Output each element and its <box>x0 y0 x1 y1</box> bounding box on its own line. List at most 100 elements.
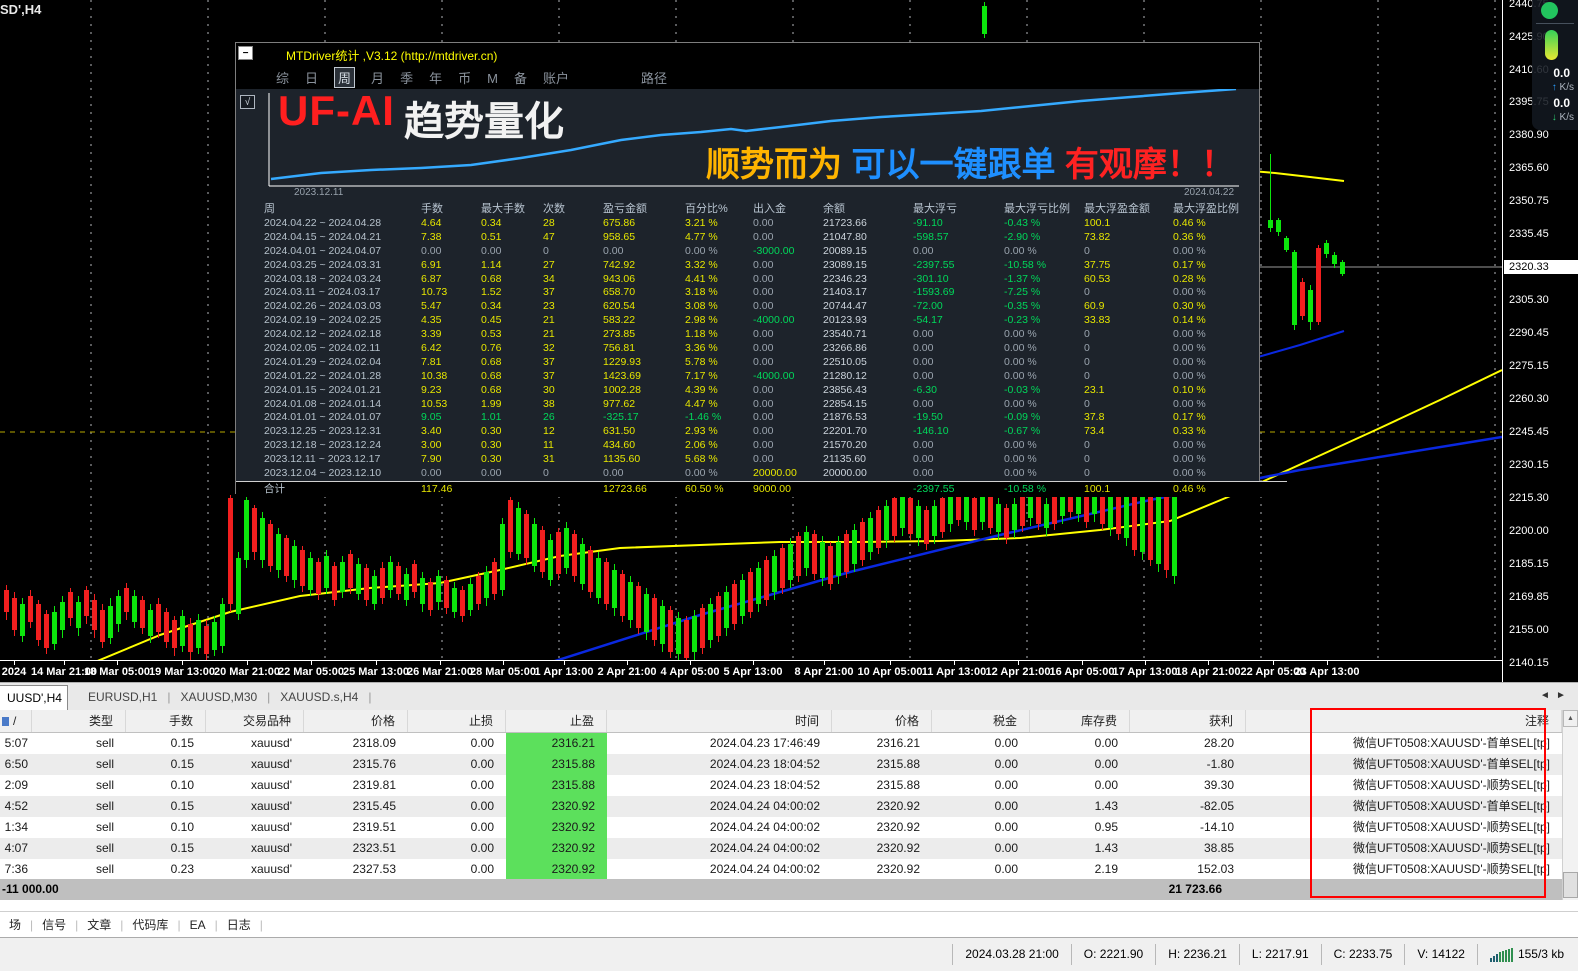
trade-col-header[interactable]: 价格 <box>304 710 408 732</box>
time-tick <box>311 661 312 665</box>
stats-total-row: 合计 117.46 12723.66 60.50 % 9000.00 -2397.55 -1… <box>236 481 1287 497</box>
scrollbar-up-button[interactable]: ▲ <box>1563 710 1578 727</box>
stats-menu-item-综[interactable]: 综 <box>276 71 290 86</box>
stats-menu-item-日[interactable]: 日 <box>305 71 319 86</box>
chart-tab-EURUSD,H1[interactable]: EURUSD,H1 <box>88 690 158 704</box>
tab-scroll-left-button[interactable]: ◄ <box>1540 690 1550 701</box>
stats-cell: 4.64 <box>421 217 442 229</box>
trade-col-header[interactable]: 库存费 <box>1030 710 1130 732</box>
stats-cell: -4000.00 <box>753 369 795 382</box>
price-tick-label: 2365.60 <box>1509 162 1549 174</box>
stats-menu-item-账户[interactable]: 账户 <box>542 71 569 86</box>
minimize-button[interactable]: − <box>238 46 253 60</box>
trade-cell: 微信UFT0508:XAUUSD'-顺势SEL[tp] <box>1352 778 1550 792</box>
terminal-tab-代码库[interactable]: 代码库 <box>132 918 169 932</box>
stats-cell: 盈亏金额 <box>603 203 647 215</box>
trade-col-header[interactable]: 价格 <box>832 710 932 732</box>
trade-col-header[interactable]: 注释 <box>1246 710 1562 732</box>
stats-menu-item-年[interactable]: 年 <box>429 71 443 86</box>
trade-row[interactable]: 6:50 sell 0.15 xauusd' 2315.76 0.00 2315.88 202… <box>0 754 1578 775</box>
terminal-tab-信号[interactable]: 信号 <box>42 918 67 932</box>
stats-total-cell <box>823 482 913 497</box>
terminal-tab-EA[interactable]: EA <box>189 918 206 932</box>
trade-positions-table: / 类型 手数 交易品种 价格 止损 止盈 时间 价格 税金 库存费 获利 注释 5:07 sell 0.15… <box>0 710 1578 900</box>
trade-cell: 0.15 <box>170 736 194 750</box>
trade-table-scrollbar[interactable]: ▲ <box>1562 710 1578 900</box>
trade-col-header[interactable]: 时间 <box>607 710 832 732</box>
trade-col-header[interactable]: 税金 <box>932 710 1030 732</box>
stats-total-cell: 9000.00 <box>753 483 791 495</box>
stats-cell: -19.50 <box>913 411 943 424</box>
stats-cell: 4.39 % <box>685 383 718 396</box>
trade-row[interactable]: 4:52 sell 0.15 xauusd' 2315.45 0.00 2320.92 202… <box>0 796 1578 817</box>
trade-cell: 2320.92 <box>876 862 920 876</box>
stats-menu-item-备[interactable]: 备 <box>513 71 527 86</box>
stats-menu-item-周[interactable]: 周 <box>334 67 356 88</box>
stats-cell: 0.00 <box>913 397 934 410</box>
trade-row[interactable]: 5:07 sell 0.15 xauusd' 2318.09 0.00 2316.21 202… <box>0 733 1578 754</box>
stats-cell: 37 <box>543 369 555 382</box>
trade-cell: 2323.51 <box>352 841 396 855</box>
trade-col-header[interactable]: / <box>0 710 32 732</box>
trade-cell: sell <box>95 820 114 834</box>
stats-table-row: 2023.12.04 ~ 2023.12.10 0.00 0.00 0 0.00 0.00… <box>236 467 1259 481</box>
trade-row[interactable]: 1:34 sell 0.10 xauusd' 2319.51 0.00 2320.92 202… <box>0 817 1578 838</box>
trade-col-header[interactable]: 获利 <box>1130 710 1246 732</box>
time-tick <box>627 661 628 665</box>
time-tick-label: 28 Mar 05:00 <box>469 666 537 678</box>
stats-cell: 2024.01.01 ~ 2024.01.07 <box>264 411 382 424</box>
trade-row[interactable]: 7:36 sell 0.23 xauusd' 2327.53 0.00 2320.92 202… <box>0 859 1578 880</box>
chart-tab-XAUUSD.s,H4[interactable]: XAUUSD.s,H4 <box>280 690 359 704</box>
trade-col-header[interactable]: 交易品种 <box>206 710 304 732</box>
stats-cell: 977.62 <box>603 397 636 410</box>
stats-cell: 22201.70 <box>823 425 867 438</box>
stats-cell: 37 <box>543 286 555 299</box>
trade-cell: 2318.09 <box>352 736 396 750</box>
stats-total-cell: 117.46 <box>421 483 453 495</box>
stats-menu-item-M[interactable]: M <box>487 71 498 86</box>
arrow-down-icon: ↓ <box>1551 112 1557 123</box>
terminal-tab-文章[interactable]: 文章 <box>87 918 112 932</box>
stats-menu-item-月[interactable]: 月 <box>371 71 385 86</box>
stats-cell: 23266.86 <box>823 342 867 355</box>
stats-cell: 47 <box>543 230 555 243</box>
tab-separator: | <box>267 690 271 704</box>
stats-cell: 23089.15 <box>823 258 867 271</box>
stats-cell: 0.68 <box>481 272 502 285</box>
trade-col-header[interactable]: 类型 <box>32 710 126 732</box>
trade-row[interactable]: 4:07 sell 0.15 xauusd' 2323.51 0.00 2320.92 202… <box>0 838 1578 859</box>
stats-cell: 37 <box>543 355 555 368</box>
stats-table-row: 2024.01.29 ~ 2024.02.04 7.81 0.68 37 1229.93… <box>236 356 1259 370</box>
time-tick <box>182 661 183 665</box>
time-tick <box>247 661 248 665</box>
stats-cell: 0.00 % <box>685 467 718 480</box>
trade-cell: xauusd' <box>251 736 292 750</box>
stats-cell: 21 <box>543 328 555 341</box>
time-tick-label: 14 Mar 21:00 <box>30 666 98 678</box>
trade-cell: 0.00 <box>470 799 494 813</box>
stats-cell: 0.00 <box>753 217 774 229</box>
trade-col-header[interactable]: 手数 <box>126 710 206 732</box>
stats-window-titlebar[interactable]: MTDriver统计 ,V3.12 (http://mtdriver.cn) <box>236 43 1259 67</box>
status-low: L: 2217.91 <box>1238 944 1321 965</box>
stats-menu-item-路径[interactable]: 路径 <box>640 71 667 86</box>
chart-tab-active[interactable]: UUSD',H4 <box>0 685 68 711</box>
stats-cell: 5.47 <box>421 300 442 313</box>
scrollbar-thumb[interactable] <box>1563 872 1578 898</box>
trade-cell: 2319.81 <box>352 778 396 792</box>
chart-symbol-label: SD',H4 <box>0 2 42 17</box>
signal-bars-icon <box>1489 947 1513 962</box>
terminal-tab-日志[interactable]: 日志 <box>226 918 251 932</box>
terminal-tab-场[interactable]: 场 <box>9 918 22 932</box>
stats-cell: -7.25 % <box>1004 286 1041 299</box>
price-tick-label: 2380.90 <box>1509 129 1549 141</box>
stats-menu-item-季[interactable]: 季 <box>400 71 414 86</box>
stats-menu-item-币[interactable]: 币 <box>458 71 472 86</box>
chart-tab-XAUUSD,M30[interactable]: XAUUSD,M30 <box>180 690 258 704</box>
stats-cell: 20744.47 <box>823 300 867 313</box>
trade-col-header[interactable]: 止损 <box>408 710 506 732</box>
check-button[interactable]: √ <box>240 95 255 109</box>
trade-row[interactable]: 2:09 sell 0.10 xauusd' 2319.81 0.00 2315.88 202… <box>0 775 1578 796</box>
tab-scroll-right-button[interactable]: ► <box>1556 690 1566 701</box>
trade-col-header[interactable]: 止盈 <box>506 710 607 732</box>
